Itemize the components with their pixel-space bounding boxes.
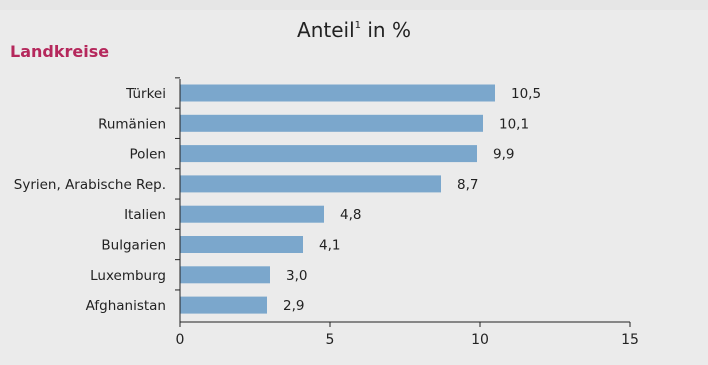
bar bbox=[180, 205, 324, 223]
category-label: Luxemburg bbox=[90, 268, 166, 284]
value-label: 4,1 bbox=[319, 238, 340, 254]
value-label: 8,7 bbox=[457, 177, 478, 193]
category-label: Bulgarien bbox=[101, 238, 166, 254]
category-label: Türkei bbox=[125, 86, 166, 102]
x-tick-label: 0 bbox=[176, 332, 185, 348]
x-tick-label: 5 bbox=[326, 332, 335, 348]
chart-title: Anteil1 in % bbox=[297, 18, 411, 42]
value-label: 10,1 bbox=[499, 116, 529, 132]
bar bbox=[180, 236, 303, 253]
bar bbox=[180, 84, 495, 102]
bar bbox=[180, 175, 441, 193]
chart-subtitle: Landkreise bbox=[10, 42, 110, 61]
bar bbox=[180, 114, 483, 132]
value-label: 3,0 bbox=[286, 268, 307, 284]
category-label: Afghanistan bbox=[86, 298, 166, 314]
bar bbox=[180, 296, 267, 314]
value-label: 2,9 bbox=[283, 298, 304, 314]
category-label: Syrien, Arabische Rep. bbox=[14, 177, 166, 193]
value-label: 9,9 bbox=[493, 147, 514, 163]
bar bbox=[180, 145, 477, 163]
footnote-marker: 1 bbox=[354, 20, 362, 31]
bar bbox=[180, 266, 270, 284]
value-label: 4,8 bbox=[340, 207, 361, 223]
category-label: Italien bbox=[124, 207, 166, 223]
x-tick-label: 10 bbox=[471, 332, 489, 348]
category-label: Rumänien bbox=[98, 116, 166, 132]
x-tick-label: 15 bbox=[621, 332, 639, 348]
category-label: Polen bbox=[129, 147, 166, 163]
value-label: 10,5 bbox=[511, 86, 541, 102]
